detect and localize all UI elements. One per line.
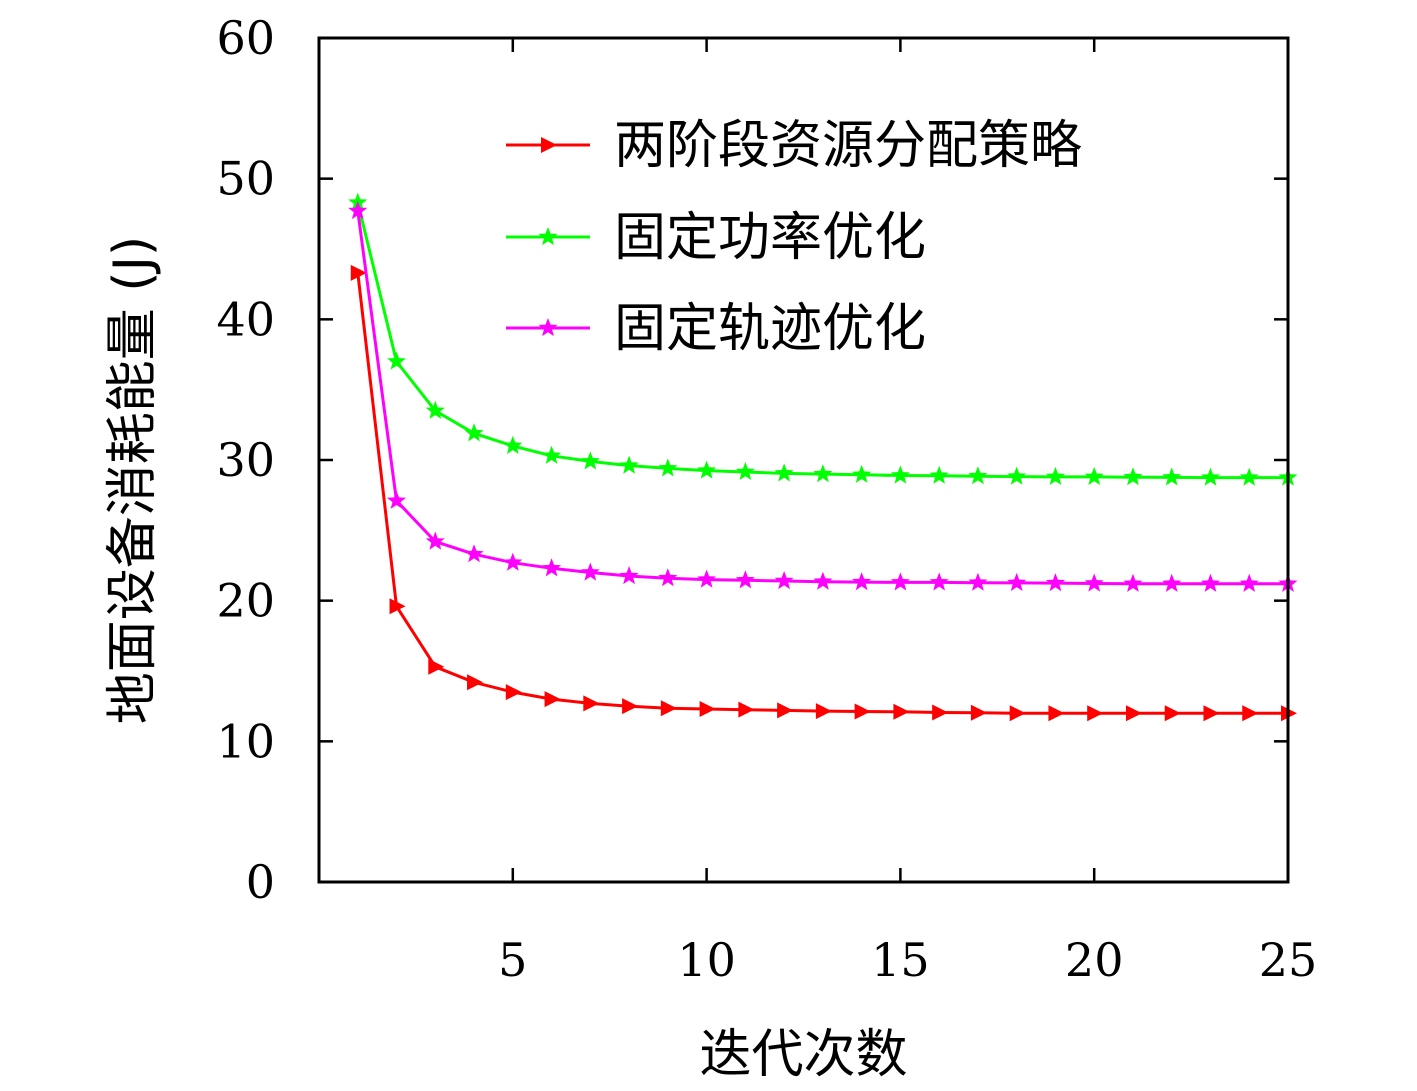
series-1-point [932,704,949,721]
series-1-point [467,674,484,691]
series-2 [348,192,1298,486]
series-3-point [813,571,833,590]
series-3-point [1045,573,1065,592]
series-2-point [464,423,484,442]
x-tick-label: 10 [677,933,736,987]
series-2-point [735,462,755,480]
series-2-point [1201,467,1220,486]
series-2-point [1162,467,1182,486]
x-axis-title: 迭代次数 [699,1025,907,1085]
series-1-point [815,703,832,720]
series-1-point [1009,705,1026,722]
series-1-point [777,702,794,719]
y-tick-label: 10 [216,714,275,768]
x-axis-ticks: 5 10 15 20 25 [498,38,1317,987]
series-3 [348,201,1298,592]
legend-marker-2 [538,227,558,246]
series-3-point [929,572,949,591]
series-3-point [580,562,600,581]
series-2-point [503,435,523,454]
series-2-point [580,451,600,470]
series-1-point [505,684,522,701]
series-2-point [813,464,833,483]
legend-label-3: 固定轨迹优化 [614,299,926,359]
series-3-point [1239,573,1259,592]
series-2-point [387,351,406,370]
series-2-point [1123,467,1143,486]
y-tick-label: 30 [216,433,275,487]
series-2-point [890,465,910,484]
series-3-point [619,566,639,585]
legend-marker-3 [538,318,558,337]
series-2-point [968,466,988,485]
series-3-point [774,571,794,590]
series-1-point [544,691,561,708]
series-1-point [583,695,600,712]
series-layer [348,192,1298,722]
series-3-point [387,490,406,509]
series-2-point [697,460,717,479]
legend-label-2: 固定功率优化 [614,208,926,268]
series-3-point [1123,573,1143,592]
series-1-point [1087,705,1104,722]
y-tick-label: 60 [216,11,275,65]
series-3-point [697,569,717,588]
series-1-point [970,704,987,721]
series-1-point [389,598,406,615]
series-3-point [1084,573,1104,592]
x-tick-label: 20 [1065,933,1124,987]
series-2-point [852,464,872,483]
x-tick-label: 25 [1259,933,1318,987]
series-3-point [658,568,678,587]
y-tick-label: 40 [216,292,275,346]
series-2-point [542,445,562,464]
series-1-point [350,264,367,281]
legend-label-1: 两阶段资源分配策略 [614,116,1082,176]
y-tick-label: 50 [216,152,275,206]
series-3-point [348,201,368,220]
series-3-point [968,572,988,591]
y-axis-ticks: 0 10 20 30 40 50 60 [216,11,1288,909]
y-tick-label: 20 [216,574,275,628]
series-1-point [622,698,639,715]
series-3-point [425,531,445,550]
series-1-point [1203,705,1220,722]
series-2-point [619,455,639,474]
series-3-point [464,544,484,563]
series-3-point [1201,573,1220,592]
series-3-point [890,572,910,591]
y-axis-title: 地面设备消耗能量 (J) [103,236,163,724]
series-2-point [1084,466,1104,485]
y-tick-label: 0 [246,855,275,909]
series-2-point [1239,467,1259,486]
series-1-point [854,703,871,720]
series-1-point [1164,705,1181,722]
series-3-point [735,570,755,589]
series-3-point [503,552,523,571]
series-3-point [542,558,562,577]
series-2-point [425,400,445,419]
series-3-point [1007,572,1027,591]
series-1-point [738,701,755,718]
x-tick-label: 15 [871,933,930,987]
series-2-point [774,463,794,482]
series-1-point [1125,705,1142,722]
series-3-point [852,572,872,591]
series-1-point [1242,705,1259,722]
series-1-point [660,700,677,717]
series-1-point [893,703,910,720]
series-1-point [428,658,445,675]
series-2-point [658,458,678,477]
series-2-point [1045,466,1065,485]
series-1-point [699,700,716,717]
series-1-point [1048,705,1065,722]
x-tick-label: 5 [498,933,527,987]
plot-frame [317,36,1290,884]
series-3-point [1162,573,1182,592]
series-2-point [929,465,949,484]
legend-marker-1 [541,137,557,153]
series-2-point [1007,466,1027,485]
